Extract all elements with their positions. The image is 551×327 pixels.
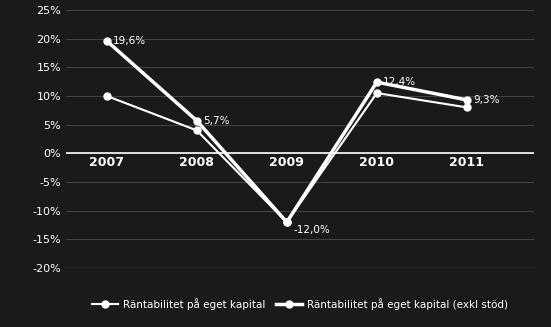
Text: 19,6%: 19,6%: [113, 36, 146, 46]
Text: -12,0%: -12,0%: [293, 225, 330, 235]
Räntabilitet på eget kapital (exkl stöd): [193, 119, 200, 123]
Legend: Räntabilitet på eget kapital, Räntabilitet på eget kapital (exkl stöd): Räntabilitet på eget kapital, Räntabilit…: [88, 294, 512, 314]
Räntabilitet på eget kapital (exkl stöd): [104, 39, 110, 43]
Räntabilitet på eget kapital: [283, 220, 290, 224]
Line: Räntabilitet på eget kapital (exkl stöd): Räntabilitet på eget kapital (exkl stöd): [103, 37, 471, 226]
Text: 5,7%: 5,7%: [203, 116, 230, 126]
Text: 12,4%: 12,4%: [383, 77, 417, 87]
Räntabilitet på eget kapital: [193, 129, 200, 132]
Räntabilitet på eget kapital: [104, 94, 110, 98]
Räntabilitet på eget kapital: [374, 91, 380, 95]
Räntabilitet på eget kapital (exkl stöd): [374, 80, 380, 84]
Text: 2008: 2008: [179, 156, 214, 169]
Text: 9,3%: 9,3%: [473, 95, 500, 105]
Text: 2011: 2011: [450, 156, 484, 169]
Line: Räntabilitet på eget kapital: Räntabilitet på eget kapital: [103, 90, 471, 226]
Text: 2009: 2009: [269, 156, 304, 169]
Räntabilitet på eget kapital (exkl stöd): [463, 98, 470, 102]
Text: 2007: 2007: [89, 156, 124, 169]
Text: 2010: 2010: [359, 156, 395, 169]
Räntabilitet på eget kapital (exkl stöd): [283, 220, 290, 224]
Räntabilitet på eget kapital: [463, 105, 470, 109]
